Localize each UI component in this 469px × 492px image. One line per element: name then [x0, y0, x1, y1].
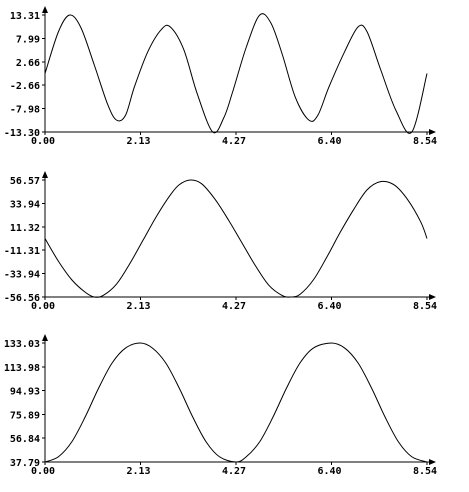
y-tick-label: 2.66: [16, 58, 40, 69]
series-line-1: [44, 179, 428, 298]
x-tick-label: 4.27: [222, 466, 246, 477]
x-tick-label: 6.40: [318, 301, 342, 312]
x-tick-label: 8.54: [413, 136, 437, 147]
x-tick-label: 4.27: [222, 136, 246, 147]
x-tick-label: 2.13: [127, 136, 151, 147]
x-tick-label: 8.54: [413, 301, 437, 312]
y-tick-label: 113.98: [4, 363, 40, 374]
y-tick-label: -13.30: [4, 128, 40, 139]
y-axis-arrow-icon: [42, 334, 48, 341]
y-tick-label: 11.32: [10, 223, 40, 234]
x-axis-arrow-icon: [429, 294, 436, 300]
y-axis-arrow-icon: [42, 6, 48, 13]
y-tick-label: 7.99: [16, 34, 40, 45]
x-tick-label: 2.13: [127, 466, 151, 477]
x-axis-arrow-icon: [429, 459, 436, 465]
y-tick-label: -56.56: [4, 293, 40, 304]
y-tick-label: 56.84: [10, 434, 40, 445]
x-tick-label: 0.00: [31, 136, 55, 147]
chart-panel-1: 0.00 2.13 4.27 6.40 8.54 -13.30 -7.98 -2.66 2.66…: [4, 6, 437, 147]
y-tick-label: -2.66: [10, 81, 40, 92]
x-tick-label: 8.54: [413, 466, 437, 477]
x-axis-arrow-icon: [429, 129, 436, 135]
y-tick-label: 13.31: [10, 11, 40, 22]
y-axis-arrow-icon: [42, 171, 48, 178]
x-tick-label: 4.27: [222, 301, 246, 312]
y-tick-label: 37.79: [10, 458, 40, 469]
chart-panel-2: 0.00 2.13 4.27 6.40 8.54 -56.56 -33.94 -11.31 11…: [4, 171, 437, 312]
y-tick-label: 133.03: [4, 339, 40, 350]
series-line-1: [44, 342, 428, 463]
y-tick-label: 75.89: [10, 410, 40, 421]
x-tick-label: 6.40: [318, 136, 342, 147]
y-tick-label: -33.94: [4, 270, 40, 281]
y-tick-label: 33.94: [10, 199, 40, 210]
series-line-1: [44, 13, 428, 134]
x-tick-label: 2.13: [127, 301, 151, 312]
y-tick-label: -11.31: [4, 246, 40, 257]
x-tick-label: 0.00: [31, 466, 55, 477]
y-tick-label: -7.98: [10, 105, 40, 116]
y-tick-label: 94.93: [10, 387, 40, 398]
chart-panel-3: 0.00 2.13 4.27 6.40 8.54 37.79 56.84 75.89 94.93…: [4, 334, 437, 477]
y-tick-label: 56.57: [10, 176, 40, 187]
x-tick-label: 0.00: [31, 301, 55, 312]
x-tick-label: 6.40: [318, 466, 342, 477]
